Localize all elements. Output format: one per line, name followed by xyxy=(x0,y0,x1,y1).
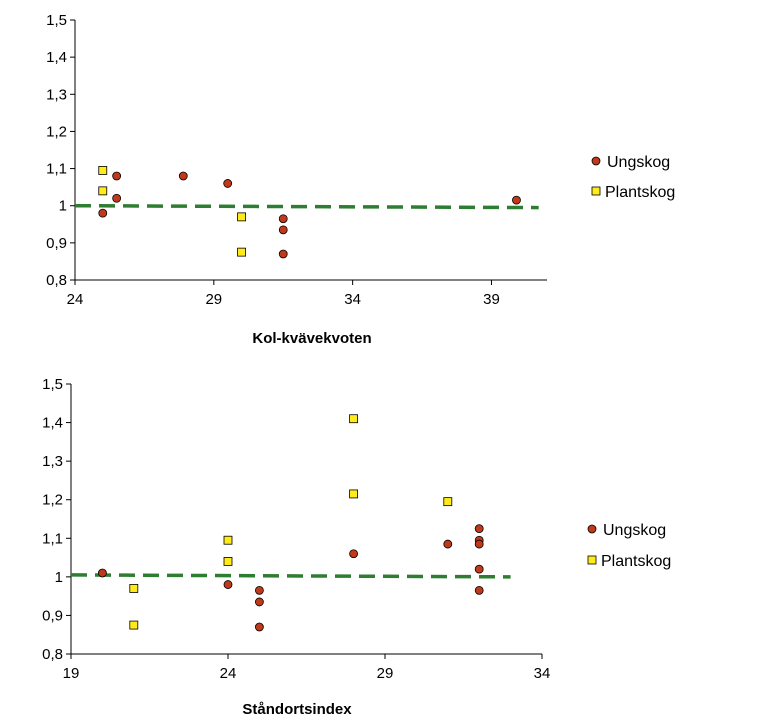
chart-2-legend: Ungskog Plantskog xyxy=(587,522,671,570)
chart-1-point-plantskog xyxy=(237,247,246,257)
chart-2-point-plantskog xyxy=(349,489,359,499)
chart-1-x-axis-label: Kol-kvävekvoten xyxy=(252,330,371,347)
chart-1-y-tick-label: 1 xyxy=(59,198,67,215)
chart-1-y-tick-label: 1,1 xyxy=(46,161,67,178)
chart-1-legend-ungskog-marker xyxy=(591,156,601,166)
chart-2-x-tick-label: 24 xyxy=(220,665,237,682)
chart-2-y-tick-label: 1,4 xyxy=(42,415,63,432)
chart-2-point-ungskog xyxy=(98,568,107,578)
chart-1-point-plantskog xyxy=(98,166,108,175)
chart-1-point-ungskog xyxy=(278,249,288,259)
chart-2-legend-ungskog-label: Ungskog xyxy=(603,522,666,539)
chart-1-legend-plantskog-label: Plantskog xyxy=(605,184,675,201)
chart-2-point-plantskog xyxy=(443,497,453,507)
chart-1-x-tick-label: 29 xyxy=(205,291,222,308)
chart-2-point-ungskog xyxy=(254,622,264,632)
chart-2-y-tick-label: 1,2 xyxy=(42,492,63,509)
chart-1-plot-area: 0,8 0,9 1 1,1 1,2 1,3 1,4 1,5 24 29 34 39 xyxy=(46,12,547,308)
chart-2-point-ungskog xyxy=(254,585,264,595)
chart-2-point-ungskog xyxy=(474,585,484,595)
chart-1-y-tick-label: 0,8 xyxy=(46,272,67,289)
chart-2-y-tick-label: 0,9 xyxy=(42,607,63,624)
chart-1-point-ungskog xyxy=(98,208,108,218)
chart-2-point-plantskog xyxy=(349,414,359,424)
chart-1-legend-ungskog-label: Ungskog xyxy=(607,154,670,171)
chart-1-x-tick-label: 24 xyxy=(67,291,84,308)
chart-2-y-tick-label: 0,8 xyxy=(42,646,63,663)
chart-1-y-tick-label: 1,3 xyxy=(46,86,67,103)
chart-1-x-tick-label: 34 xyxy=(344,291,361,308)
chart-2: 0,8 0,9 1 1,1 1,2 1,3 1,4 1,5 19 24 29 34 Ståndorts… xyxy=(42,376,671,718)
chart-2-y-tick-label: 1,5 xyxy=(42,376,63,393)
chart-2-point-ungskog xyxy=(443,539,453,549)
chart-1-y-tick-label: 1,5 xyxy=(46,12,67,29)
chart-1-x-tick-label: 39 xyxy=(483,291,500,308)
chart-1-point-ungskog xyxy=(278,214,288,224)
chart-1-point-plantskog xyxy=(237,212,246,222)
chart-1-point-ungskog xyxy=(178,171,188,181)
chart-1-y-tick-label: 0,9 xyxy=(46,235,67,252)
chart-1-reference-line xyxy=(74,203,539,210)
chart-2-point-plantskog xyxy=(129,584,139,593)
chart-2-point-plantskog xyxy=(223,535,233,545)
chart-2-x-tick-label: 34 xyxy=(534,665,551,682)
chart-2-point-ungskog xyxy=(474,539,484,549)
chart-2-x-axis-label: Ståndortsindex xyxy=(242,701,352,718)
chart-1: 0,8 0,9 1 1,1 1,2 1,3 1,4 1,5 24 29 34 39 Kol-kväve… xyxy=(46,12,675,347)
chart-1-point-ungskog xyxy=(112,171,122,181)
chart-1-point-ungskog xyxy=(278,225,288,235)
chart-2-legend-plantskog-marker xyxy=(587,555,597,565)
chart-2-point-plantskog xyxy=(129,620,139,630)
chart-2-point-ungskog xyxy=(223,580,233,589)
chart-1-legend: Ungskog Plantskog xyxy=(591,154,675,201)
chart-2-legend-plantskog-label: Plantskog xyxy=(601,553,671,570)
chart-2-point-ungskog xyxy=(349,549,359,559)
chart-1-y-tick-label: 1,4 xyxy=(46,49,67,66)
chart-2-point-plantskog xyxy=(223,557,233,566)
chart-1-point-ungskog xyxy=(112,193,122,203)
chart-1-y-tick-label: 1,2 xyxy=(46,123,67,140)
chart-2-reference-line xyxy=(70,573,511,579)
chart-2-point-ungskog xyxy=(254,597,264,607)
chart-2-y-tick-label: 1,3 xyxy=(42,453,63,470)
chart-2-point-ungskog xyxy=(474,564,484,574)
chart-1-point-ungskog xyxy=(512,195,521,205)
chart-2-y-tick-label: 1 xyxy=(55,569,63,586)
chart-2-plot-area: 0,8 0,9 1 1,1 1,2 1,3 1,4 1,5 19 24 29 34 xyxy=(42,376,550,682)
chart-2-x-tick-label: 19 xyxy=(63,665,80,682)
chart-2-legend-ungskog-marker xyxy=(587,524,597,534)
chart-2-y-tick-label: 1,1 xyxy=(42,530,63,547)
chart-1-legend-plantskog-marker xyxy=(591,186,601,196)
chart-2-point-ungskog xyxy=(474,524,484,534)
chart-1-point-ungskog xyxy=(223,179,233,188)
chart-1-point-plantskog xyxy=(98,186,108,196)
chart-2-x-tick-label: 29 xyxy=(377,665,394,682)
